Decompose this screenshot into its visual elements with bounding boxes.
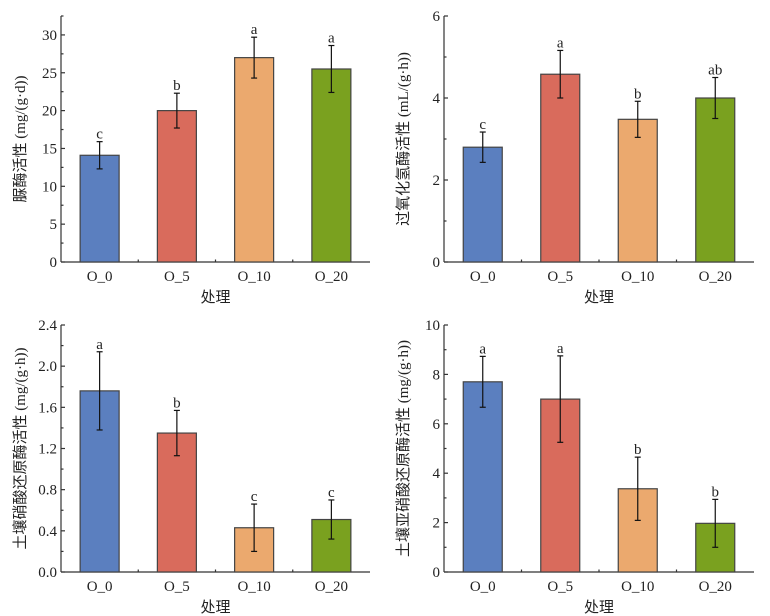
y-tick-label: 1.6 [38, 400, 57, 416]
y-tick-label: 8 [433, 367, 441, 383]
y-tick-label: 2 [433, 516, 441, 532]
y-tick-label: 30 [42, 28, 57, 44]
bar-O_10 [234, 57, 275, 263]
y-tick-label: 2.4 [38, 318, 57, 334]
significance-label: a [479, 341, 486, 357]
significance-label: b [173, 395, 181, 411]
significance-label: c [328, 485, 335, 501]
y-tick-label: 4 [433, 91, 441, 107]
y-tick-label: 2.0 [38, 359, 57, 375]
y-tick-label: 0 [433, 255, 441, 271]
significance-label: a [96, 337, 103, 353]
x-tick-label: O_5 [164, 269, 190, 285]
chart-bottom-left: 0.0 0.4 0.8 1.2 1.6 2.0 2.4 a O_0 b O_5 c O_10 c O_20 处… [11, 318, 370, 616]
y-axis-title: 过氧化氢酶活性 (mL/(g·h)) [395, 52, 412, 226]
significance-label: a [251, 22, 258, 38]
y-axis-title: 土壤亚硝酸还原酶活性 (mg/(g·h)) [394, 340, 412, 557]
x-tick-label: O_0 [470, 269, 496, 285]
y-axis-title: 土壤硝酸还原酶活性 (mg/(g·h)) [11, 347, 29, 549]
x-tick-label: O_20 [699, 579, 732, 595]
y-axis-title: 脲酶活性 (mg/(g·d)) [12, 75, 29, 202]
x-tick-label: O_0 [87, 269, 113, 285]
y-tick-label: 5 [50, 217, 58, 233]
bar-O_20 [311, 68, 352, 263]
significance-label: b [634, 86, 642, 102]
bar-O_20 [695, 97, 736, 263]
significance-label: c [251, 489, 258, 505]
y-tick-label: 6 [433, 417, 441, 433]
y-tick-label: 10 [42, 179, 57, 195]
x-tick-label: O_10 [621, 269, 654, 285]
x-tick-label: O_20 [315, 269, 348, 285]
y-tick-label: 6 [433, 9, 441, 25]
bar-O_10 [617, 118, 658, 263]
x-axis-title: 处理 [200, 599, 230, 616]
significance-label: a [557, 35, 564, 51]
x-axis-title: 处理 [200, 289, 230, 306]
y-tick-label: 0.8 [38, 483, 57, 499]
bar-O_0 [462, 381, 503, 573]
significance-label: b [634, 442, 642, 458]
bar-O_5 [540, 73, 581, 263]
y-tick-label: 15 [42, 141, 57, 157]
significance-label: a [328, 31, 335, 47]
x-tick-label: O_10 [237, 269, 270, 285]
x-tick-label: O_5 [164, 579, 190, 595]
y-tick-label: 1.2 [38, 442, 57, 458]
chart-top-left: 0 5 10 15 20 25 30 c O_0 b O_5 a O_10 a O_20 处理 脲酶活性 (mg… [12, 15, 370, 306]
y-tick-label: 0.4 [38, 524, 57, 540]
significance-label: ab [708, 63, 722, 79]
y-tick-label: 0 [433, 565, 441, 581]
x-tick-label: O_20 [315, 579, 348, 595]
bar-O_0 [462, 146, 503, 263]
y-tick-label: 0 [50, 255, 58, 271]
y-tick-label: 4 [433, 466, 441, 482]
x-tick-label: O_10 [621, 579, 654, 595]
significance-label: b [712, 484, 720, 500]
y-tick-label: 0.0 [38, 565, 57, 581]
x-tick-label: O_0 [87, 579, 113, 595]
significance-label: b [173, 78, 181, 94]
x-tick-label: O_20 [699, 269, 732, 285]
x-axis-title: 处理 [584, 289, 614, 306]
bar-O_5 [156, 110, 197, 263]
x-tick-label: O_0 [470, 579, 496, 595]
y-tick-label: 2 [433, 173, 441, 189]
significance-label: a [557, 341, 564, 357]
significance-label: c [96, 127, 103, 143]
significance-label: c [479, 117, 486, 133]
x-tick-label: O_10 [237, 579, 270, 595]
y-tick-label: 20 [42, 104, 57, 120]
x-tick-label: O_5 [547, 269, 573, 285]
chart-top-right: 0 2 4 6 c O_0 a O_5 b O_10 ab O_20 处理 过氧化氢酶活性 (mL/(g·… [395, 9, 754, 306]
bar-O_0 [79, 154, 120, 263]
x-axis-title: 处理 [584, 599, 614, 616]
x-tick-label: O_5 [547, 579, 573, 595]
y-tick-label: 10 [425, 318, 440, 334]
y-tick-label: 25 [42, 66, 57, 82]
chart-bottom-right: 0 2 4 6 8 10 a O_0 a O_5 b O_10 b O_20 处理 土壤亚硝酸还原酶活性 (m… [394, 318, 754, 616]
